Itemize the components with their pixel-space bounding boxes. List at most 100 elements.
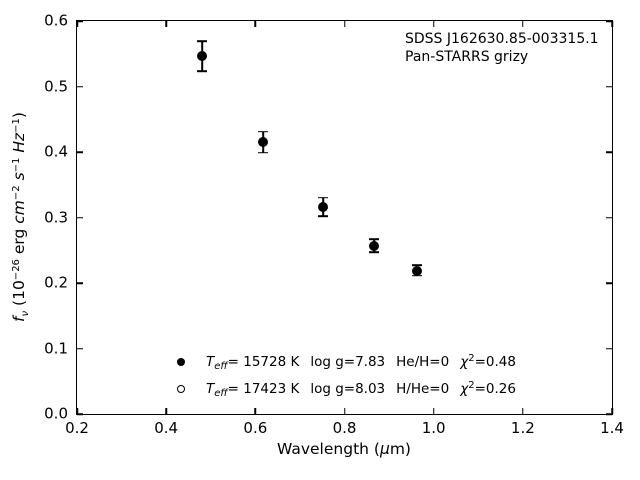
x-tick-top	[522, 21, 524, 27]
y-tick	[77, 282, 83, 284]
x-axis-label-unit: m)	[389, 440, 411, 458]
logg-value: log g=8.03	[310, 380, 386, 397]
teff-subscript: eff	[214, 388, 228, 399]
chi-superscript: 2	[468, 379, 475, 391]
teff-value: = 15728 K	[227, 353, 300, 370]
nu-subscript: ν	[19, 310, 31, 317]
x-tick-top	[432, 21, 435, 27]
y-axis-label: fν (10−26 erg cm−2 s−1 Hz−1)	[10, 112, 31, 322]
logg-value: log g=7.83	[310, 353, 386, 370]
legend-row-model-2: Teff= 17423 K log g=8.03 H/He=0 χ2=0.26	[177, 375, 516, 402]
data-point-z	[368, 240, 379, 251]
s-exponent: −1	[11, 157, 22, 173]
annotation-block: SDSS J162630.85-003315.1 Pan-STARRS griz…	[405, 30, 599, 66]
chi-symbol: χ	[460, 380, 469, 397]
erg-unit: erg	[10, 223, 28, 260]
chi-superscript: 2	[468, 352, 475, 364]
y-tick-right	[606, 216, 612, 219]
error-bar-cap-bottom	[368, 251, 379, 253]
annotation-survey: Pan-STARRS grizy	[405, 49, 529, 65]
y-tick-label: 0.6	[44, 11, 68, 30]
x-tick	[76, 408, 78, 414]
y-tick-label: 0.3	[44, 208, 68, 226]
x-tick-label: 0.2	[65, 419, 89, 437]
y-tick-right	[606, 85, 612, 88]
error-bar-cap-bottom	[257, 151, 268, 154]
y-tick-label: 0.1	[44, 339, 68, 357]
teff-subscript: eff	[214, 361, 228, 372]
x-tick	[254, 408, 257, 414]
abundance-ratio: H/He=0	[396, 380, 450, 397]
error-bar-cap-top	[411, 264, 422, 267]
y-tick	[77, 347, 83, 350]
x-tick	[165, 408, 167, 414]
legend-row-model-1: Teff= 15728 K log g=7.83 He/H=0 χ2=0.48	[177, 348, 516, 375]
data-point-i	[318, 202, 329, 213]
filled-circle-icon	[177, 357, 185, 366]
y-tick-right	[606, 347, 612, 350]
y-tick-right	[606, 20, 612, 22]
data-point-r	[257, 137, 268, 148]
y-tick-label: 0.0	[44, 404, 68, 423]
y-tick	[77, 216, 83, 219]
y-tick	[77, 413, 83, 415]
y-tick	[77, 20, 83, 22]
teff-symbol: T	[206, 353, 215, 370]
y-tick-label: 0.4	[44, 142, 68, 161]
x-tick-top	[343, 21, 346, 27]
x-tick-top	[254, 21, 257, 27]
data-point-y	[411, 265, 422, 276]
plot-area: SDSS J162630.85-003315.1 Pan-STARRS griz…	[44, 12, 624, 437]
hz-exponent: −1	[11, 118, 22, 133]
x-tick-label: 0.4	[154, 419, 179, 437]
x-tick-label: 1.4	[600, 419, 624, 437]
space	[10, 153, 28, 158]
legend-entry-text: Teff= 17423 K log g=8.03 H/He=0 χ2=0.26	[206, 379, 516, 400]
y-tick	[77, 151, 83, 153]
y-axis-label-text: (10	[10, 280, 28, 311]
abundance-ratio: He/H=0	[396, 353, 450, 370]
chi-value: =0.26	[474, 380, 516, 397]
x-tick-top	[611, 21, 613, 27]
chi-symbol: χ	[460, 353, 469, 370]
x-tick-top	[165, 21, 167, 27]
x-tick-label: 1.0	[421, 419, 446, 437]
x-axis-label: Wavelength (μm)	[277, 440, 411, 458]
y-tick-right	[606, 151, 612, 153]
error-bar-cap-top	[257, 130, 268, 133]
open-circle-icon	[177, 384, 185, 393]
x-tick-label: 0.8	[332, 419, 357, 437]
error-bar-cap-top	[368, 238, 379, 240]
chi-value: =0.48	[474, 353, 516, 370]
y-tick-right	[606, 413, 612, 415]
error-bar-cap-top	[318, 197, 329, 199]
error-bar-cap-bottom	[197, 70, 208, 73]
x-tick	[522, 408, 524, 414]
y-tick-label: 0.2	[44, 273, 68, 292]
flux-symbol: f	[10, 316, 28, 322]
x-tick-label: 0.6	[243, 419, 268, 437]
annotation-object-id: SDSS J162630.85-003315.1	[405, 31, 599, 47]
hz-unit: Hz	[10, 132, 28, 153]
y-tick	[77, 85, 83, 88]
cm-unit: cm	[10, 200, 28, 224]
x-tick-label: 1.2	[510, 419, 535, 437]
error-bar-cap-top	[197, 40, 208, 43]
x-axis-label-text: Wavelength (	[277, 440, 380, 458]
x-tick	[343, 408, 346, 414]
y-tick-label: 0.5	[44, 77, 68, 95]
teff-value: = 17423 K	[227, 380, 300, 397]
legend-entry-text: Teff= 15728 K log g=7.83 He/H=0 χ2=0.48	[206, 352, 516, 373]
y-tick-right	[606, 282, 612, 284]
mu-symbol: μ	[379, 440, 390, 458]
x-tick-top	[76, 21, 78, 27]
teff-symbol: T	[206, 380, 215, 397]
x-tick	[432, 408, 435, 414]
error-bar-cap-bottom	[411, 274, 422, 277]
error-bar-cap-bottom	[318, 215, 329, 217]
cm-exponent: −2	[11, 185, 22, 201]
x-tick	[611, 408, 613, 414]
data-point-g	[197, 51, 208, 62]
